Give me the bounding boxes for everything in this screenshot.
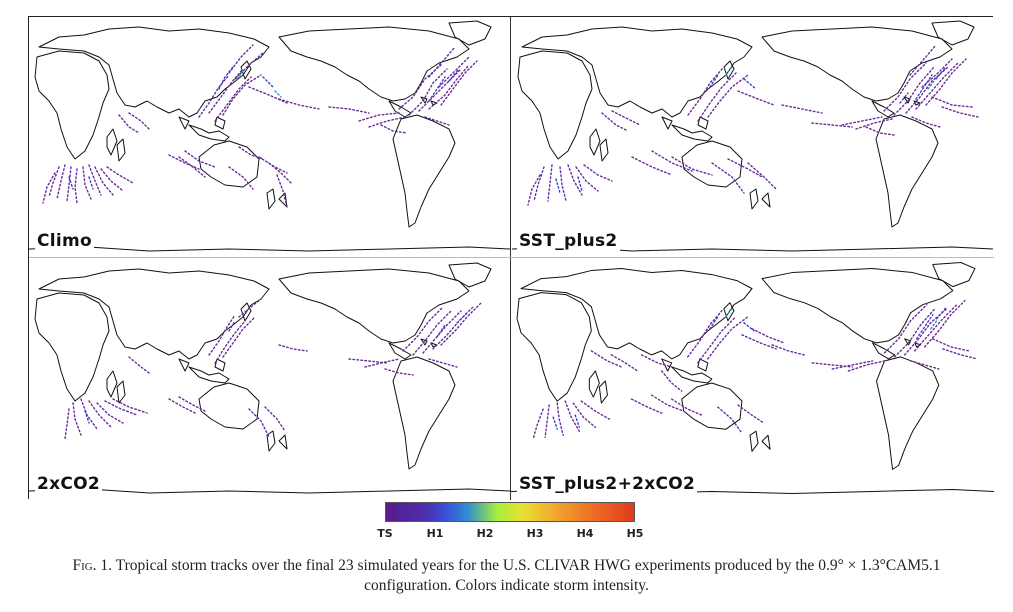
caption-text: Tropical storm tracks over the final 23 …	[115, 557, 941, 594]
panel-label: SST_plus2+2xCO2	[517, 474, 698, 494]
panel-sst-plus2-2xco2: SST_plus2+2xCO2	[511, 258, 994, 500]
colorbar-tick-ts: TS	[377, 527, 393, 540]
colorbar-tick-h5: H5	[626, 527, 644, 540]
map-sst-plus2-2xco2	[511, 262, 994, 494]
panel-climo: Climo	[29, 17, 510, 257]
map-2xco2	[29, 262, 510, 494]
panel-label: Climo	[35, 231, 95, 251]
intensity-colorbar: TS H1 H2 H3 H4 H5	[377, 502, 643, 546]
panel-label: SST_plus2	[517, 231, 620, 251]
figure-label: Fig. 1.	[72, 557, 113, 574]
colorbar-tick-h3: H3	[526, 527, 544, 540]
colorbar-gradient	[385, 502, 635, 522]
panel-sst-plus2: SST_plus2	[511, 17, 994, 257]
panel-label: 2xCO2	[35, 474, 103, 494]
figure: Climo SST_plus2 2xCO2 SST_plus2+2xCO2	[28, 16, 994, 500]
panel-divider-horizontal	[29, 257, 994, 258]
map-sst-plus2	[511, 20, 994, 252]
colorbar-tick-h2: H2	[476, 527, 494, 540]
panel-divider-vertical	[510, 17, 511, 500]
figure-caption: Fig. 1. Tropical storm tracks over the f…	[40, 556, 973, 596]
panel-2xco2: 2xCO2	[29, 258, 510, 500]
colorbar-tick-h1: H1	[426, 527, 444, 540]
map-climo	[29, 20, 510, 252]
colorbar-tick-h4: H4	[576, 527, 594, 540]
